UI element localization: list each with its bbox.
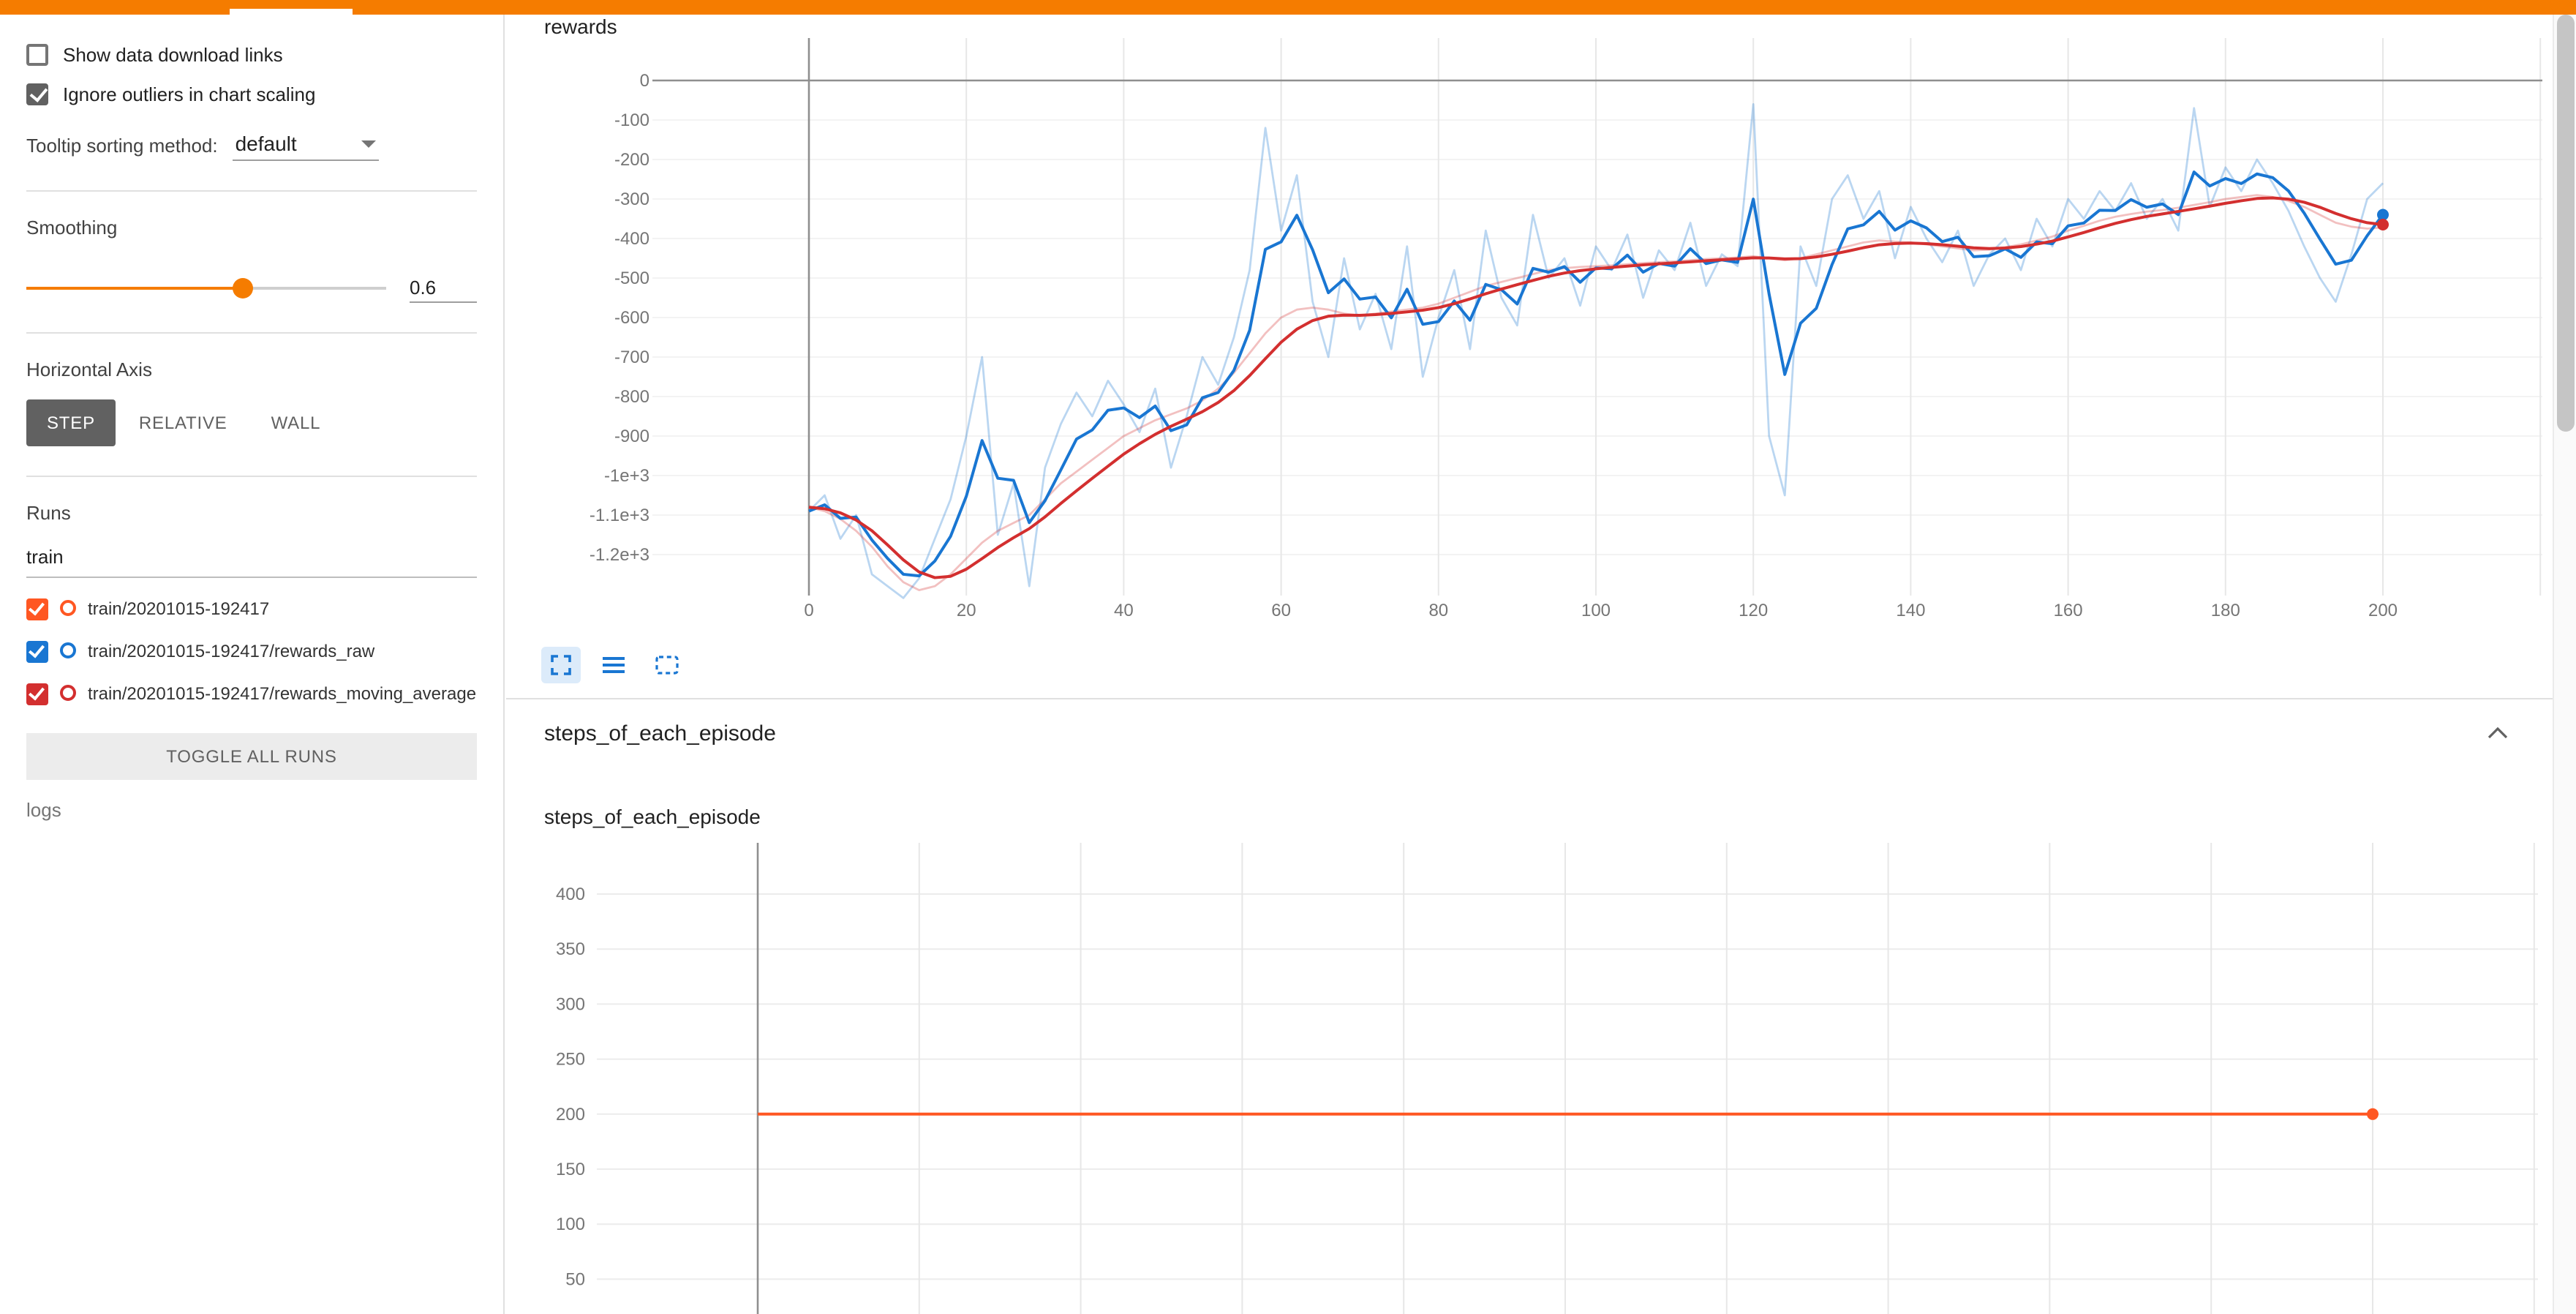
checkbox-label: Ignore outliers in chart scaling bbox=[63, 83, 316, 105]
rewards-chart[interactable]: 0 -100 -200 -300 -400 -500 -600 -700 -800 -900 -1e… bbox=[527, 35, 2560, 638]
run-row[interactable]: train/20201015-192417 bbox=[26, 597, 477, 620]
tooltip-sorting-label: Tooltip sorting method: bbox=[26, 134, 218, 156]
svg-text:-600: -600 bbox=[614, 308, 649, 328]
toggle-all-runs-button[interactable]: TOGGLE ALL RUNS bbox=[26, 732, 477, 780]
run-color-circle-icon bbox=[60, 600, 76, 616]
svg-text:120: 120 bbox=[1739, 601, 1768, 620]
svg-text:-100: -100 bbox=[614, 110, 649, 130]
tooltip-sorting-select[interactable]: default bbox=[232, 129, 379, 161]
axis-relative-button[interactable]: RELATIVE bbox=[118, 399, 248, 446]
expand-card-icon[interactable] bbox=[541, 647, 581, 683]
svg-text:180: 180 bbox=[2211, 601, 2240, 620]
svg-text:20: 20 bbox=[957, 601, 976, 620]
svg-text:0: 0 bbox=[804, 601, 813, 620]
svg-text:-400: -400 bbox=[614, 229, 649, 249]
svg-text:400: 400 bbox=[556, 885, 585, 904]
runs-filter-input[interactable] bbox=[26, 536, 477, 578]
steps-section-header[interactable]: steps_of_each_episode bbox=[506, 699, 2553, 767]
svg-text:300: 300 bbox=[556, 994, 585, 1014]
run-name: train/20201015-192417/rewards_moving_ave… bbox=[88, 683, 477, 705]
svg-text:250: 250 bbox=[556, 1050, 585, 1070]
horizontal-axis-buttons: STEP RELATIVE WALL bbox=[26, 399, 477, 446]
chevron-down-icon bbox=[361, 140, 376, 147]
chart-toolbar bbox=[541, 647, 686, 683]
svg-text:0: 0 bbox=[640, 71, 649, 91]
svg-text:160: 160 bbox=[2054, 601, 2083, 620]
slider-fill bbox=[26, 287, 243, 290]
fit-domain-to-data-icon[interactable] bbox=[647, 647, 686, 683]
section-divider bbox=[506, 698, 2553, 699]
tooltip-sorting-value: default bbox=[235, 132, 297, 155]
svg-text:-800: -800 bbox=[614, 387, 649, 407]
smoothing-value-input[interactable] bbox=[410, 274, 477, 303]
svg-text:40: 40 bbox=[1114, 601, 1134, 620]
checkbox-label: Show data download links bbox=[63, 44, 283, 66]
svg-text:-300: -300 bbox=[614, 189, 649, 209]
main-content: rewards 0 -100 -200 -300 -400 -500 -600 -700 -80… bbox=[506, 15, 2553, 1314]
axis-step-button[interactable]: STEP bbox=[26, 399, 116, 446]
logs-path-label: logs bbox=[26, 798, 61, 821]
sidebar-divider bbox=[26, 476, 477, 477]
horizontal-axis-label: Horizontal Axis bbox=[26, 358, 152, 380]
vertical-scrollbar[interactable] bbox=[2553, 15, 2576, 1314]
svg-text:140: 140 bbox=[1896, 601, 1925, 620]
svg-text:-500: -500 bbox=[614, 269, 649, 288]
svg-text:350: 350 bbox=[556, 939, 585, 959]
smoothing-slider-row bbox=[26, 274, 477, 303]
run-name: train/20201015-192417/rewards_raw bbox=[88, 641, 375, 662]
run-checkbox-checked-icon[interactable] bbox=[26, 641, 48, 664]
svg-text:-200: -200 bbox=[614, 150, 649, 170]
checkbox-unchecked-icon[interactable] bbox=[26, 44, 48, 66]
svg-text:80: 80 bbox=[1428, 601, 1448, 620]
svg-text:60: 60 bbox=[1271, 601, 1291, 620]
smoothing-label: Smoothing bbox=[26, 217, 118, 239]
slider-thumb[interactable] bbox=[232, 278, 253, 299]
svg-text:-1e+3: -1e+3 bbox=[604, 466, 649, 486]
sidebar: Show data download links Ignore outliers… bbox=[0, 15, 505, 1314]
svg-text:-1.2e+3: -1.2e+3 bbox=[590, 545, 649, 565]
steps-chart[interactable]: 400 350 300 250 200 150 100 50 bbox=[527, 837, 2560, 1314]
svg-text:-900: -900 bbox=[614, 427, 649, 446]
sidebar-divider bbox=[26, 190, 477, 192]
svg-text:150: 150 bbox=[556, 1160, 585, 1179]
run-row[interactable]: train/20201015-192417/rewards_raw bbox=[26, 639, 477, 664]
active-tab-indicator bbox=[230, 9, 353, 15]
section-title: steps_of_each_episode bbox=[544, 721, 776, 746]
steps-chart-title: steps_of_each_episode bbox=[544, 805, 761, 828]
runs-label: Runs bbox=[26, 502, 71, 524]
axis-wall-button[interactable]: WALL bbox=[251, 399, 342, 446]
run-color-circle-icon bbox=[60, 642, 76, 659]
collapse-section-button[interactable] bbox=[2481, 716, 2515, 750]
ignore-outliers-row[interactable]: Ignore outliers in chart scaling bbox=[26, 83, 477, 105]
rewards-chart-title: rewards bbox=[544, 15, 617, 38]
svg-text:50: 50 bbox=[565, 1269, 585, 1289]
run-name: train/20201015-192417 bbox=[88, 598, 270, 619]
svg-text:100: 100 bbox=[556, 1214, 585, 1234]
tooltip-sorting-row: Tooltip sorting method: default bbox=[26, 129, 477, 161]
checkbox-checked-icon[interactable] bbox=[26, 83, 48, 105]
run-color-circle-icon bbox=[60, 685, 76, 702]
smoothing-slider[interactable] bbox=[26, 278, 386, 299]
svg-text:100: 100 bbox=[1581, 601, 1611, 620]
show-data-download-links-row[interactable]: Show data download links bbox=[26, 44, 477, 66]
data-series-list-icon[interactable] bbox=[594, 647, 633, 683]
svg-text:-1.1e+3: -1.1e+3 bbox=[590, 506, 649, 525]
app-header-bar bbox=[0, 0, 2576, 15]
svg-text:200: 200 bbox=[556, 1105, 585, 1125]
run-checkbox-checked-icon[interactable] bbox=[26, 598, 48, 620]
run-row[interactable]: train/20201015-192417/rewards_moving_ave… bbox=[26, 683, 477, 706]
svg-text:200: 200 bbox=[2368, 601, 2398, 620]
svg-text:-700: -700 bbox=[614, 348, 649, 367]
sidebar-divider bbox=[26, 332, 477, 334]
run-checkbox-checked-icon[interactable] bbox=[26, 683, 48, 706]
scrollbar-thumb[interactable] bbox=[2557, 15, 2575, 432]
